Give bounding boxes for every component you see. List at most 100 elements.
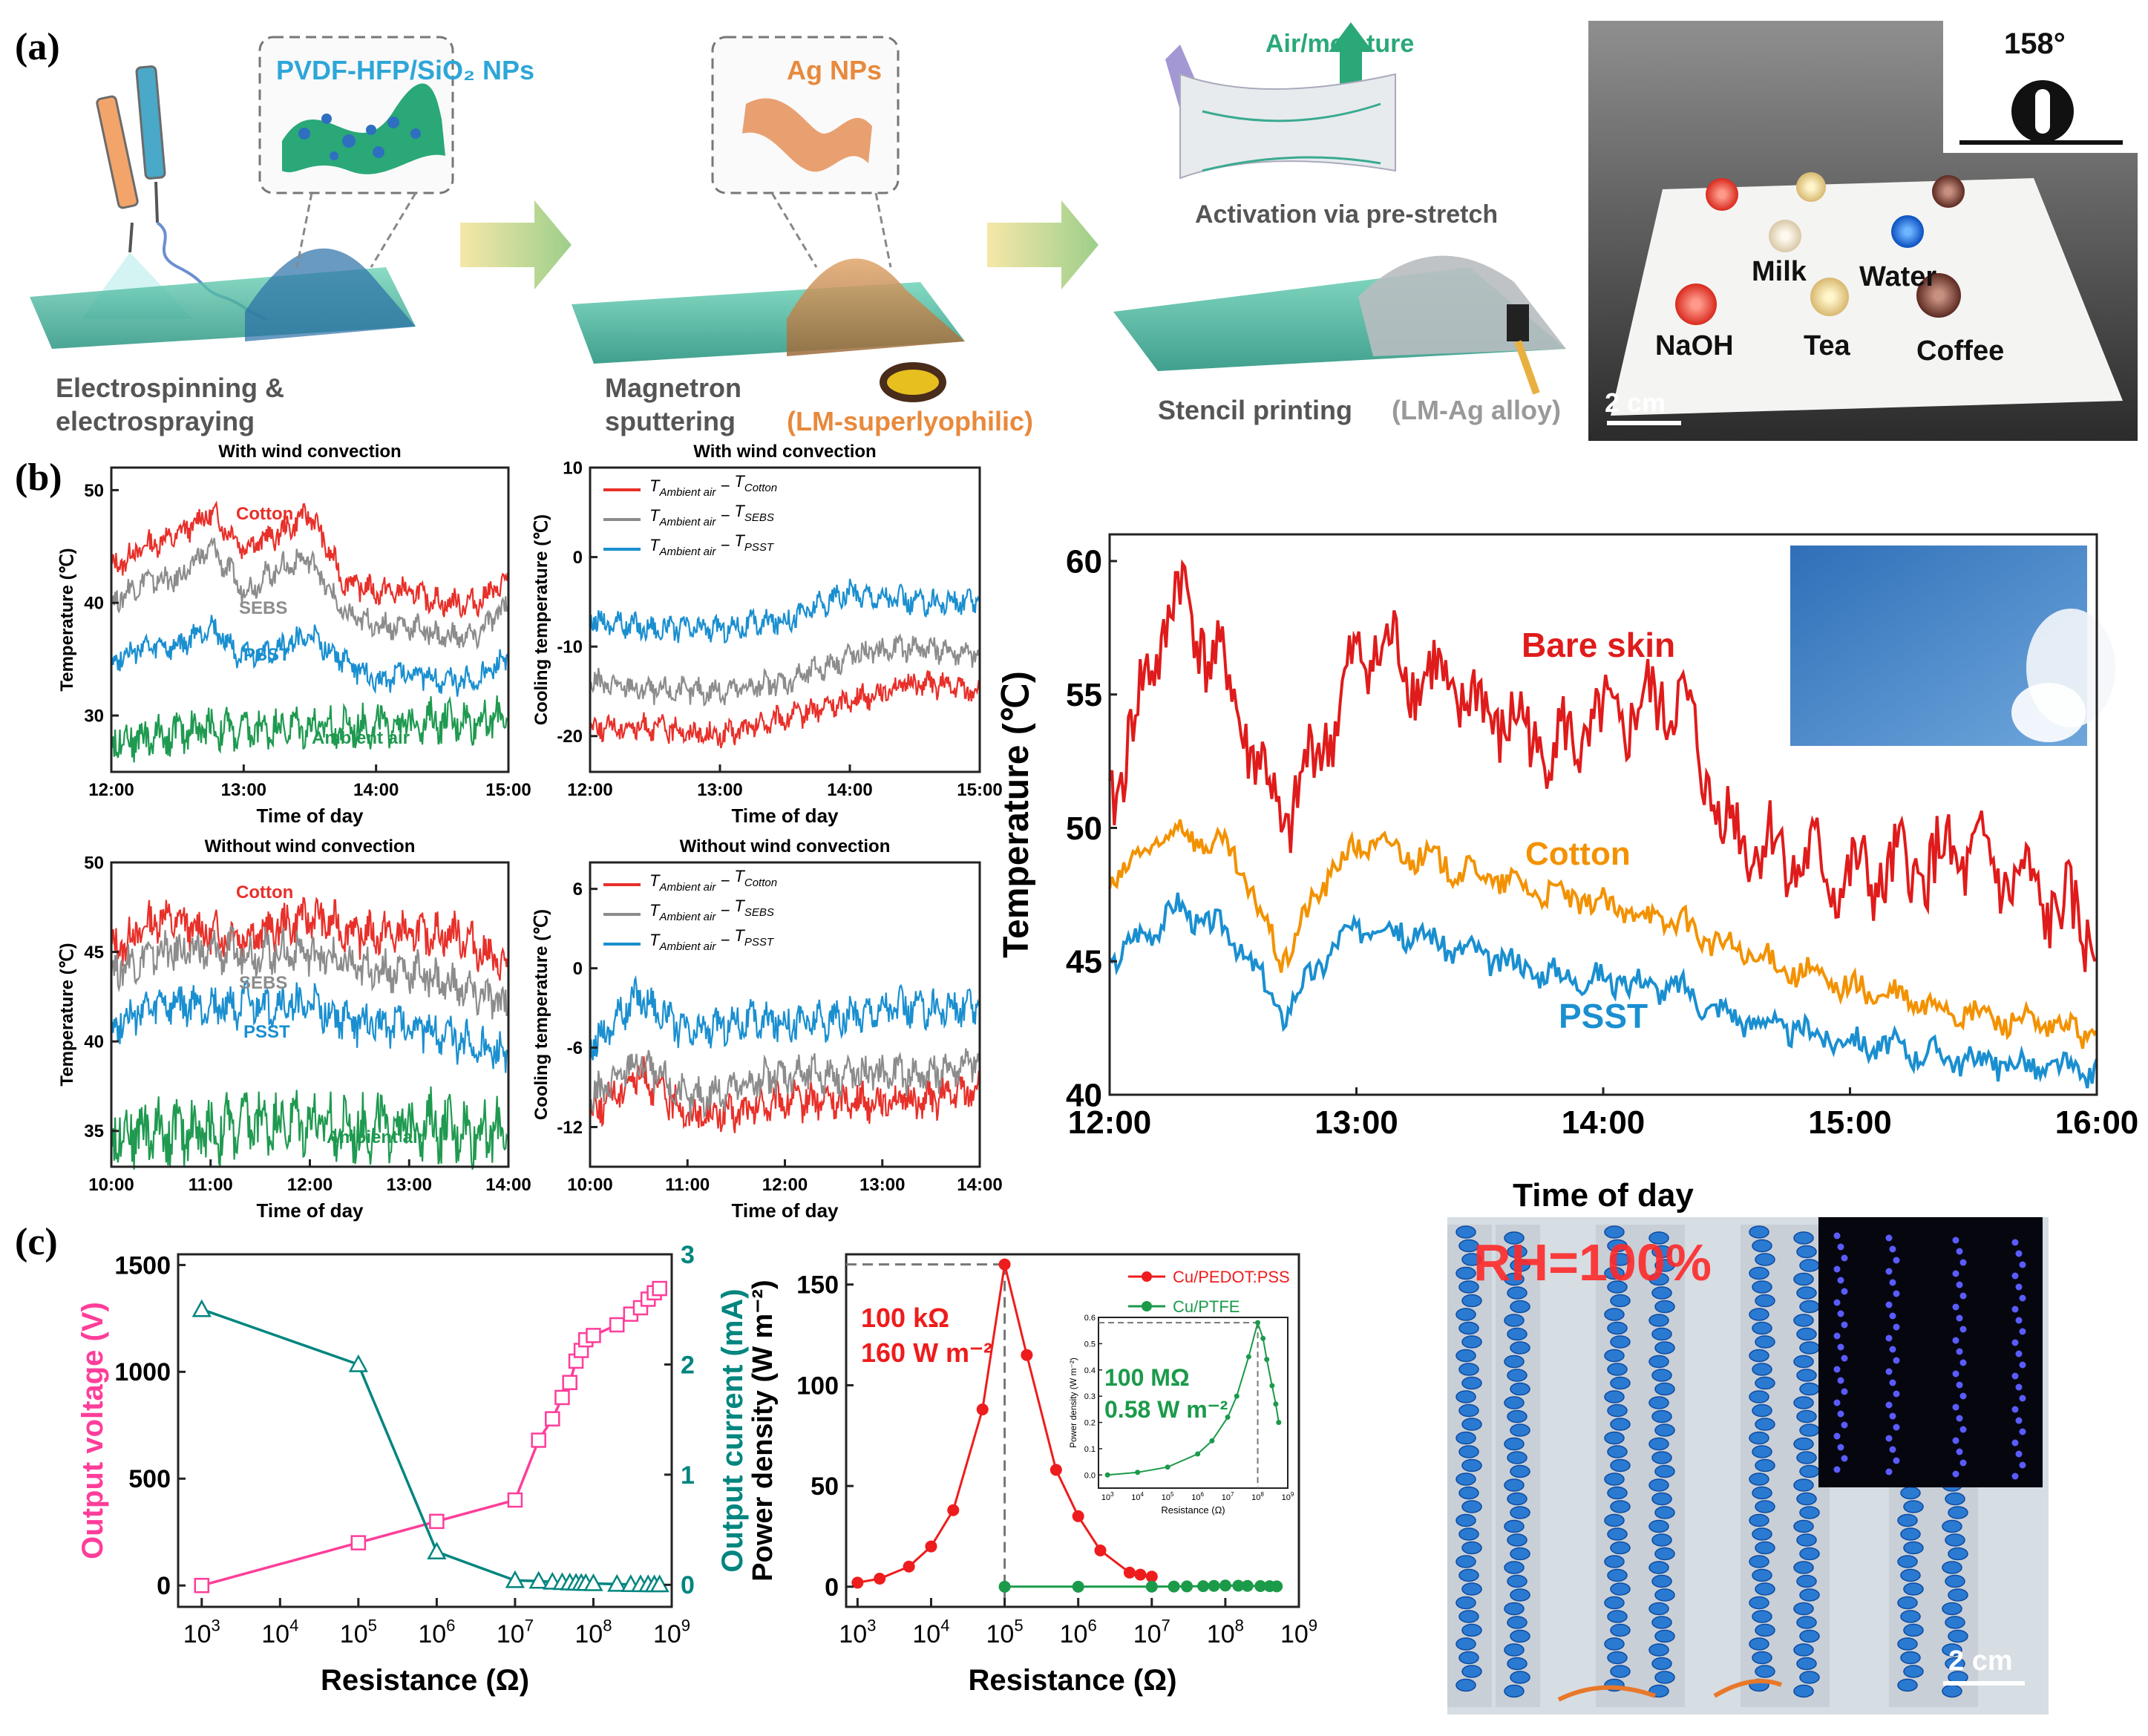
b2-y-tick-label: -10: [557, 638, 583, 658]
led-icon: [1507, 1657, 1527, 1671]
led-icon: [1793, 1355, 1814, 1369]
led-icon: [1504, 1231, 1525, 1245]
c2-inset-x-tick-label: 105: [1162, 1491, 1174, 1502]
led-icon: [1945, 1533, 1965, 1547]
step2-label-line2: sputtering: [605, 406, 736, 436]
led-icon: [1749, 1637, 1769, 1651]
c2-inset-annotation-power: 0.58 W m⁻²: [1104, 1396, 1228, 1423]
led-icon: [1504, 1643, 1525, 1657]
c2-inset-y-tick-label: 0.5: [1084, 1340, 1096, 1349]
led-icon: [1507, 1451, 1527, 1464]
legend-text: T: [649, 536, 661, 554]
c2-inset-line: [1107, 1320, 1280, 1476]
led-icon: [1900, 1610, 1921, 1623]
led-icon: [1654, 1424, 1675, 1437]
led-icon: [1610, 1253, 1631, 1266]
b3-y-tick-label: 45: [84, 943, 104, 963]
rh-label: RH=100%: [1473, 1234, 1712, 1291]
contact-angle-photo: 158° Milk Water NaOH Tea Coffee 2 cm: [1588, 21, 2138, 441]
c2-annotation-power: 160 W m⁻²: [861, 1337, 992, 1368]
b4-y-tick-label: -6: [567, 1038, 583, 1058]
led-icon: [1793, 1561, 1814, 1574]
led-lit-icon: [1833, 1432, 1841, 1440]
led-icon: [1793, 1314, 1814, 1327]
big-x-tick-label: 14:00: [1562, 1104, 1646, 1141]
c1-x-tick-label: 107: [497, 1617, 534, 1648]
led-lit-icon: [1956, 1281, 1963, 1288]
legend-text: T: [649, 931, 661, 949]
b4-y-tick-label: 6: [573, 880, 583, 900]
led-icon: [1897, 1596, 1918, 1610]
legend-text: −: [716, 536, 734, 554]
b3-title: Without wind convection: [205, 836, 416, 856]
legend-subscript: Cotton: [744, 482, 777, 494]
b1-x-tick-label: 15:00: [485, 780, 531, 800]
c2-inset-x-tick-label: 106: [1191, 1491, 1204, 1502]
led-icon: [1654, 1259, 1675, 1272]
c1-right-y-tick-label: 1: [681, 1461, 695, 1490]
led-lit-icon: [2015, 1383, 2023, 1391]
b2-x-tick-label: 15:00: [957, 780, 1002, 800]
c2-x-tick-label: 104: [912, 1617, 949, 1648]
c2-legend-marker: [1142, 1301, 1152, 1311]
led-icon: [1903, 1541, 1924, 1555]
led-lit-icon: [1893, 1323, 1900, 1331]
led-icon: [1752, 1568, 1772, 1582]
led-photo: RH=100% 2 cm: [1447, 1217, 2049, 1714]
b2-x-tick-label: 13:00: [697, 780, 742, 800]
led-icon: [1507, 1369, 1527, 1382]
led-lit-icon: [1841, 1455, 1848, 1462]
led-icon: [1507, 1574, 1527, 1588]
tick-base: 10: [261, 1620, 289, 1648]
b3-series-psst: [111, 980, 510, 1073]
tick-base: 10: [1222, 1493, 1231, 1502]
plot-frame: [110, 466, 510, 773]
led-icon: [1607, 1363, 1628, 1376]
led-icon: [1604, 1266, 1625, 1280]
activation-label: Activation via pre-stretch: [1195, 200, 1498, 229]
c2-point: [851, 1576, 864, 1589]
contact-angle-value: 158°: [2004, 27, 2066, 60]
c2-y-axis-label: Power density (W m⁻²): [747, 1280, 779, 1581]
led-icon: [1461, 1582, 1482, 1596]
c2-inset-point: [1260, 1335, 1266, 1341]
c2-point: [998, 1580, 1011, 1593]
led-lit-icon: [1959, 1459, 1967, 1467]
b2-legend-entry: TAmbient air − TCotton: [649, 472, 777, 499]
c2-inset-x-tick-label: 104: [1131, 1491, 1144, 1502]
led-lit-icon: [2019, 1361, 2026, 1369]
led-icon: [1507, 1286, 1527, 1300]
tick-exponent: 4: [289, 1617, 298, 1635]
led-lit-icon: [1837, 1277, 1844, 1284]
led-icon: [1604, 1555, 1625, 1568]
c2-point: [1050, 1464, 1062, 1476]
led-lit-icon: [2015, 1250, 2023, 1257]
led-icon: [1752, 1486, 1772, 1500]
c1-right-y-tick-label: 0: [681, 1571, 695, 1599]
led-icon: [1903, 1665, 1924, 1678]
c2-legend-marker: [1142, 1271, 1152, 1282]
tick-exponent: 8: [603, 1617, 612, 1635]
led-icon: [1752, 1651, 1772, 1665]
led-icon: [1458, 1280, 1479, 1294]
led-lit-icon: [1833, 1265, 1841, 1273]
led-icon: [1796, 1574, 1817, 1588]
led-icon: [1648, 1561, 1669, 1574]
c1-voltage-point: [586, 1328, 601, 1343]
c2-point: [1241, 1579, 1254, 1592]
c1-voltage-point: [531, 1432, 546, 1448]
big-x-tick-label: 15:00: [1808, 1104, 1892, 1141]
b2-y-tick-label: 0: [573, 548, 583, 568]
led-icon: [1510, 1547, 1530, 1561]
led-icon: [1610, 1418, 1631, 1431]
led-lit-icon: [1837, 1444, 1844, 1451]
led-lit-icon: [1893, 1257, 1900, 1264]
led-icon: [1458, 1363, 1479, 1376]
legend-subscript: SEBS: [744, 906, 774, 919]
led-icon: [1510, 1382, 1530, 1396]
led-icon: [1607, 1321, 1628, 1335]
led-lit-icon: [1833, 1332, 1841, 1340]
led-icon: [1793, 1396, 1814, 1409]
c1-current-point: [607, 1573, 627, 1592]
